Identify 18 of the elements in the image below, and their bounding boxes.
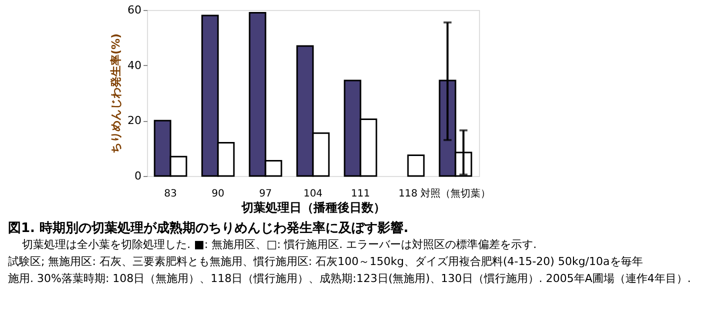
text: 切葉処理は全小葉を切除処理した. ■: 無施用区、□: 慣行施用区. エラーバーは対照区の標準偏差を示す. <box>22 238 537 251</box>
y-axis-title: ちりめんじわ発生率(%) <box>110 33 123 154</box>
y-tick-label: 0 <box>134 170 142 182</box>
x-tick-label: 対照（無切葉） <box>420 188 490 200</box>
text: 試験区; 無施用区: 石灰、三要素肥料とも無施用、慣行施用区: 石灰100～150kg、ダイズ用複合肥料(4-15-20) 50kg/10aを毎年 <box>8 255 643 268</box>
text: 施用. 30%落葉時期: 108日（無施用）、118日（慣行施用）、成熟期:123日(無施用)、130日（慣行施用）. 2005年A圃場（連作4年目）. <box>8 272 691 285</box>
x-axis-title: 切葉処理日（播種後日数） <box>240 200 386 214</box>
x-tick-label: 104 <box>303 188 323 200</box>
y-tick-label: 20 <box>128 114 142 128</box>
y-tick-label: 40 <box>128 58 142 72</box>
x-tick-label: 118 <box>398 188 418 200</box>
x-tick-label: 83 <box>164 188 177 200</box>
bar <box>407 154 425 177</box>
x-tick-label: 97 <box>259 188 272 200</box>
x-tick-label: 90 <box>212 188 224 200</box>
y-tick-label: 60 <box>128 4 142 16</box>
text: 図1. 時期別の切葉処理が成熟期のちりめんじわ発生率に及ぼす影響. <box>8 220 408 236</box>
x-tick-label: 111 <box>350 188 370 200</box>
